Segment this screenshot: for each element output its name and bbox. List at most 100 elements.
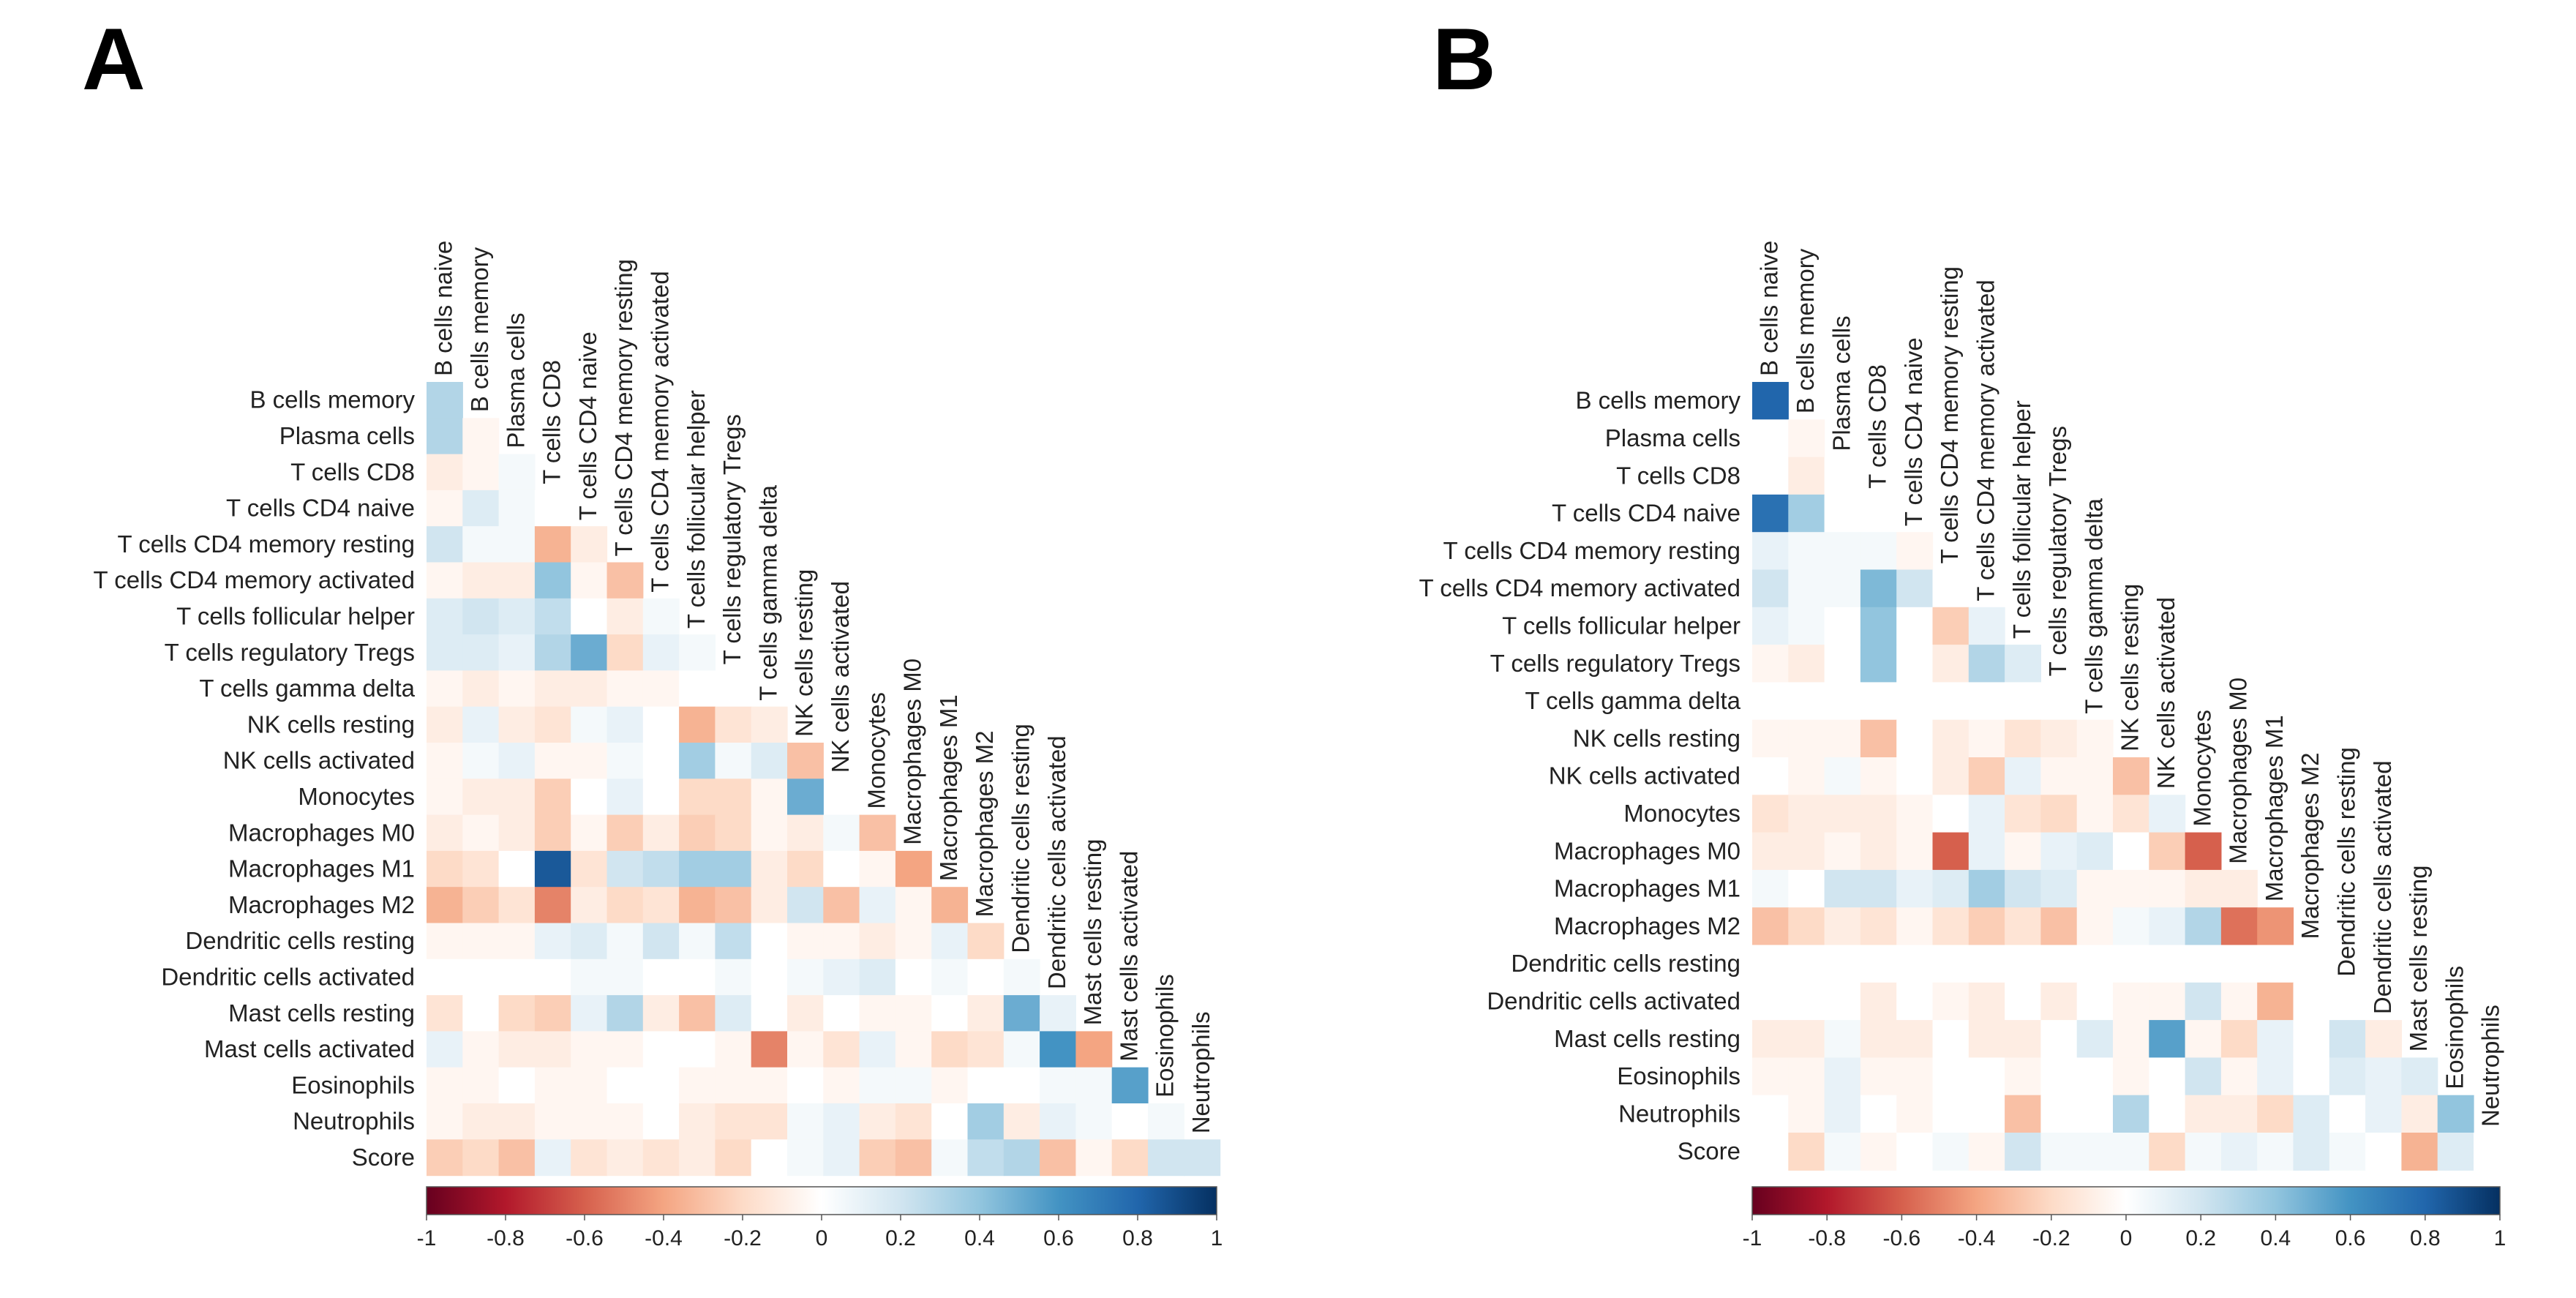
heatmap-cell: [2257, 1020, 2294, 1058]
heatmap-cell: [1040, 1103, 1076, 1140]
heatmap-cell: [2005, 832, 2041, 871]
heatmap-cell: [1752, 719, 1789, 758]
heatmap-cell: [1752, 982, 1789, 1021]
heatmap-cell: [859, 887, 896, 924]
heatmap-cell: [715, 1067, 752, 1104]
column-label: T cells CD4 naive: [1900, 337, 1927, 526]
column-label: Monocytes: [863, 692, 890, 809]
heatmap-cell: [642, 1067, 680, 1104]
heatmap-cell: [498, 1067, 536, 1104]
heatmap-cell: [931, 1103, 969, 1140]
heatmap-cell: [2040, 1133, 2078, 1171]
heatmap-cell: [679, 706, 716, 743]
heatmap-cell: [823, 923, 860, 960]
heatmap-cell: [787, 850, 824, 888]
heatmap-cell: [967, 1103, 1005, 1140]
heatmap-cell: [931, 923, 969, 960]
heatmap-cell: [859, 1139, 896, 1177]
heatmap-cell: [607, 670, 644, 708]
heatmap-cell: [2220, 1057, 2258, 1096]
heatmap-cell: [787, 923, 824, 960]
row-label: Plasma cells: [1605, 424, 1741, 451]
heatmap-cell: [823, 1031, 860, 1068]
heatmap-cell: [715, 814, 752, 852]
row-label: Score: [352, 1144, 415, 1171]
column-label: Neutrophils: [1187, 1011, 1214, 1133]
heatmap-cell: [462, 418, 500, 455]
heatmap-cell: [534, 887, 571, 924]
row-label: T cells CD4 memory activated: [1419, 574, 1741, 601]
heatmap-cell: [1896, 569, 1934, 608]
column-label: Macrophages M2: [2297, 753, 2324, 939]
heatmap-cell: [1788, 945, 1825, 983]
heatmap-cell: [715, 1139, 752, 1177]
heatmap-cell: [1896, 645, 1934, 683]
heatmap-cell: [1860, 532, 1897, 571]
column-label: T cells CD4 memory activated: [1972, 280, 1999, 601]
heatmap-cell: [427, 1067, 463, 1104]
row-label: Plasma cells: [279, 422, 415, 449]
heatmap-cell: [1896, 607, 1934, 645]
heatmap-cell: [534, 670, 571, 708]
heatmap-cell: [427, 382, 463, 419]
heatmap-cell: [534, 706, 571, 743]
heatmap-cell: [679, 670, 716, 708]
heatmap-cell: [1752, 1095, 1789, 1133]
column-label: Dendritic cells activated: [1043, 735, 1070, 989]
heatmap-cell: [571, 1103, 608, 1140]
heatmap-cell: [2076, 945, 2114, 983]
heatmap-cell: [2040, 682, 2078, 721]
heatmap-cell: [1824, 645, 1861, 683]
heatmap-cell: [1860, 945, 1897, 983]
heatmap-cell: [2005, 1057, 2041, 1096]
column-label: Macrophages M2: [971, 731, 998, 918]
heatmap-cell: [1968, 982, 2005, 1021]
heatmap-cell: [1896, 532, 1934, 571]
heatmap-cell: [2113, 1057, 2149, 1096]
column-label: T cells CD8: [538, 360, 566, 484]
heatmap-cell: [715, 959, 752, 996]
row-label: NK cells resting: [247, 710, 415, 738]
heatmap-cell: [823, 887, 860, 924]
heatmap-cell: [2149, 907, 2186, 946]
heatmap-cell: [679, 995, 716, 1032]
heatmap-cell: [823, 995, 860, 1032]
heatmap-cell: [2257, 1095, 2294, 1133]
heatmap-cell: [679, 850, 716, 888]
heatmap-cell: [751, 1139, 788, 1177]
row-label: T cells gamma delta: [199, 675, 415, 702]
heatmap-cell: [534, 779, 571, 816]
colorbar-tick-label: 0.2: [885, 1226, 916, 1250]
heatmap-cell: [2220, 1133, 2258, 1171]
heatmap-cell: [2149, 945, 2186, 983]
heatmap-cell: [571, 598, 608, 635]
column-label: NK cells activated: [2152, 597, 2179, 789]
heatmap-cell: [679, 1067, 716, 1104]
panel-letter: B: [1432, 10, 1496, 108]
heatmap-cell: [2040, 907, 2078, 946]
heatmap-cell: [2040, 757, 2078, 795]
colorbar-tick-label: 0.6: [1043, 1226, 1074, 1250]
heatmap-cell: [1932, 682, 1969, 721]
heatmap-cell: [607, 1103, 644, 1140]
heatmap-cell: [787, 887, 824, 924]
heatmap-cell: [895, 850, 932, 888]
heatmap-cell: [571, 995, 608, 1032]
heatmap-cell: [534, 598, 571, 635]
heatmap-cell: [2257, 982, 2294, 1021]
heatmap-cell: [1932, 645, 1969, 683]
row-label: Macrophages M1: [1554, 875, 1741, 902]
heatmap-cell: [787, 995, 824, 1032]
heatmap-cell: [534, 526, 571, 563]
heatmap-cell: [1896, 907, 1934, 946]
row-label: T cells CD4 naive: [1552, 500, 1741, 527]
heatmap-cell: [534, 1067, 571, 1104]
heatmap-cell: [607, 598, 644, 635]
panel-b: B B cells memory Plasma cells T cells CD8 T …: [1419, 10, 2510, 1250]
heatmap-cell: [679, 1139, 716, 1177]
column-label: Macrophages M0: [2225, 678, 2252, 864]
heatmap-cell: [1752, 1020, 1789, 1058]
heatmap-cell: [2076, 982, 2114, 1021]
heatmap-cell: [1040, 1067, 1076, 1104]
heatmap-cell: [498, 887, 536, 924]
